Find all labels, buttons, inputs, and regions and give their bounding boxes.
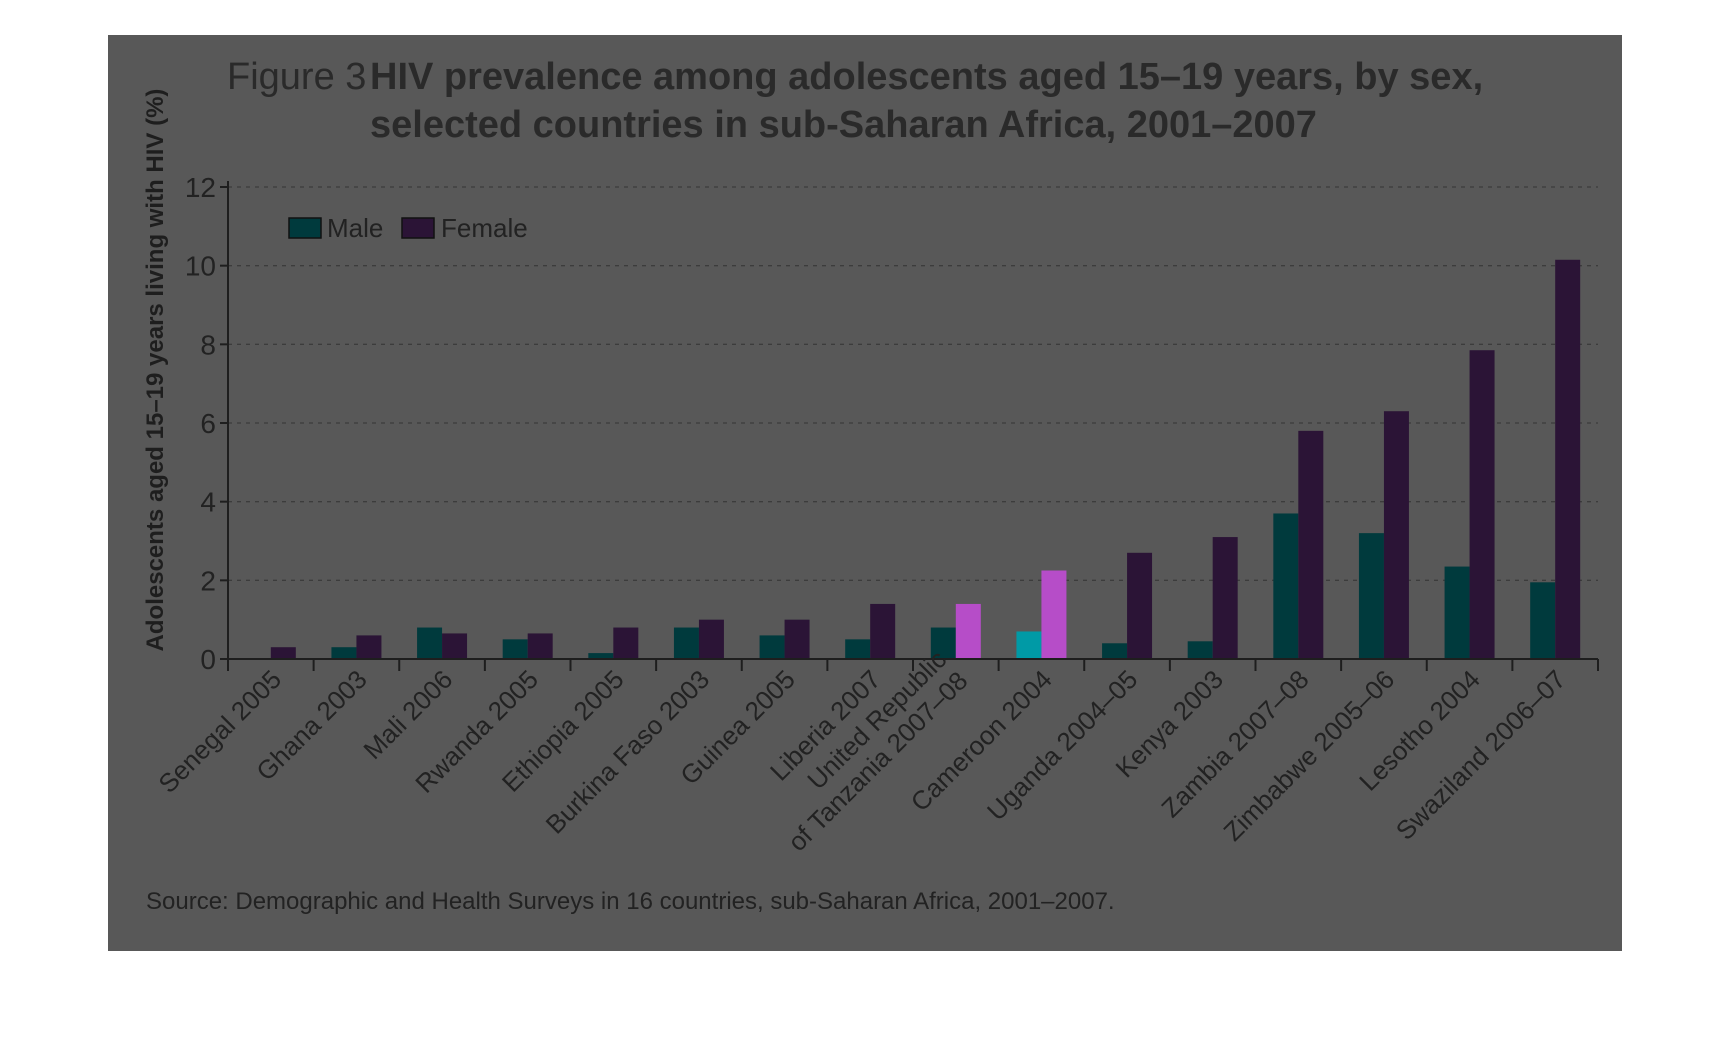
y-tick-label: 8 (200, 329, 216, 360)
x-category-label: Uganda 2004–05 (981, 664, 1143, 826)
y-tick-label: 12 (185, 172, 216, 203)
bar-male (1444, 566, 1470, 659)
bar-female (698, 619, 724, 659)
bar-male (845, 639, 871, 659)
bar-female (1127, 552, 1153, 659)
y-tick-label: 6 (200, 408, 216, 439)
x-category-label: Swaziland 2006–07 (1390, 664, 1572, 846)
bar-male (1187, 641, 1213, 659)
bar-female (870, 603, 896, 659)
y-tick-label: 0 (200, 644, 216, 675)
bar-male (1530, 582, 1556, 659)
bar-female (784, 619, 810, 659)
bar-male (930, 627, 956, 659)
bar-female (955, 603, 981, 659)
bar-female (356, 635, 382, 659)
source-note: Source: Demographic and Health Surveys i… (146, 888, 1115, 915)
chart-panel: Figure 3 HIV prevalence among adolescent… (108, 35, 1622, 951)
x-category-label-line: Burkina Faso 2003 (540, 664, 716, 840)
bars (270, 259, 1581, 659)
bar-female (1555, 259, 1581, 659)
legend-swatch-female (401, 217, 435, 239)
legend: Male Female (288, 213, 528, 243)
bar-male (673, 627, 699, 659)
chart-title-line-1: HIV prevalence among adolescents aged 15… (370, 56, 1483, 98)
x-category-label-line: Swaziland 2006–07 (1390, 664, 1572, 846)
figure-number: Figure 3 (227, 56, 366, 98)
bar-female (613, 627, 639, 659)
bar-female (1383, 411, 1409, 659)
chart: Figure 3 HIV prevalence among adolescent… (142, 56, 1599, 915)
bar-male (1358, 533, 1384, 659)
bar-male (1273, 513, 1299, 659)
bar-female (1298, 430, 1324, 659)
y-axis-label: Adolescents aged 15–19 years living with… (142, 89, 169, 652)
x-category-label-line: Zambia 2007–08 (1155, 664, 1314, 823)
axes (220, 181, 1599, 671)
bar-female (1041, 570, 1067, 659)
y-tick-labels: 0 2 4 6 8 10 12 (185, 172, 216, 675)
x-category-label: Burkina Faso 2003 (540, 664, 716, 840)
legend-swatch-male (288, 217, 322, 239)
x-category-label-line: Uganda 2004–05 (981, 664, 1143, 826)
bar-female (442, 633, 468, 659)
legend-label-female: Female (441, 213, 528, 243)
bar-female (1469, 350, 1495, 659)
bar-female (527, 633, 553, 659)
legend-label-male: Male (327, 213, 383, 243)
bar-male (759, 635, 785, 659)
y-tick-label: 10 (185, 251, 216, 282)
gridlines (228, 186, 1598, 581)
y-tick-label: 2 (200, 565, 216, 596)
chart-title-line-2: selected countries in sub-Saharan Africa… (370, 104, 1317, 146)
y-tick-label: 4 (200, 487, 216, 518)
bar-male (588, 653, 614, 659)
bar-female (1212, 537, 1238, 659)
bar-male (417, 627, 443, 659)
bar-female (270, 647, 296, 659)
bar-male (502, 639, 528, 659)
bar-male (1102, 643, 1128, 659)
bar-male (331, 647, 357, 659)
bar-male (1016, 631, 1042, 659)
x-category-label: Zambia 2007–08 (1155, 664, 1314, 823)
